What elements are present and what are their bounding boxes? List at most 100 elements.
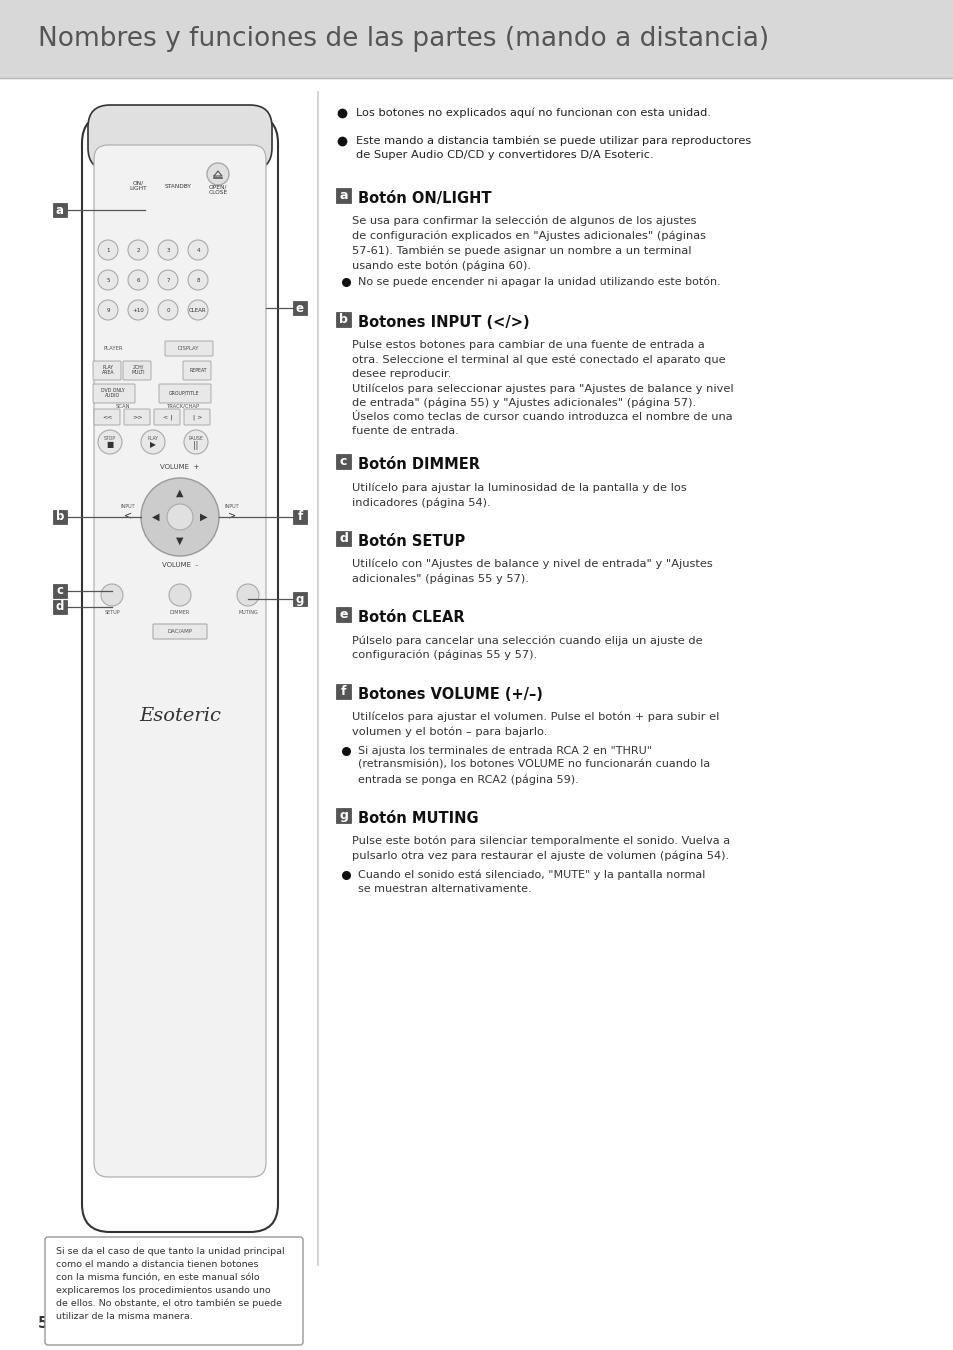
FancyBboxPatch shape bbox=[335, 683, 351, 698]
Text: REPEAT: REPEAT bbox=[189, 367, 207, 373]
FancyBboxPatch shape bbox=[123, 360, 151, 379]
Circle shape bbox=[167, 504, 193, 531]
Circle shape bbox=[158, 270, 178, 290]
Circle shape bbox=[128, 300, 148, 320]
Text: Se usa para confirmar la selección de algunos de los ajustes
de configuración ex: Se usa para confirmar la selección de al… bbox=[352, 216, 705, 271]
Text: Botón DIMMER: Botón DIMMER bbox=[357, 458, 479, 472]
Text: STOP: STOP bbox=[104, 436, 116, 440]
Bar bbox=[0, 0, 953, 78]
Text: c: c bbox=[56, 585, 64, 598]
FancyBboxPatch shape bbox=[335, 455, 351, 470]
FancyBboxPatch shape bbox=[53, 585, 67, 598]
FancyBboxPatch shape bbox=[335, 312, 351, 327]
Circle shape bbox=[184, 431, 208, 454]
Text: ◀: ◀ bbox=[152, 512, 159, 522]
Text: | >: | > bbox=[193, 414, 202, 420]
Text: VOLUME  -: VOLUME - bbox=[162, 562, 198, 568]
Text: Utilícelo para ajustar la luminosidad de la pantalla y de los
indicadores (págin: Utilícelo para ajustar la luminosidad de… bbox=[352, 482, 686, 508]
Text: PLAY
AREA: PLAY AREA bbox=[102, 364, 114, 375]
FancyBboxPatch shape bbox=[92, 360, 121, 379]
Text: GROUP/TITLE: GROUP/TITLE bbox=[169, 390, 199, 396]
FancyBboxPatch shape bbox=[82, 115, 277, 1233]
Text: PLAYER: PLAYER bbox=[103, 346, 123, 351]
FancyBboxPatch shape bbox=[293, 510, 307, 524]
Circle shape bbox=[98, 300, 118, 320]
Text: Cuando el sonido está silenciado, "MUTE" y la pantalla normal
se muestran altern: Cuando el sonido está silenciado, "MUTE"… bbox=[357, 869, 704, 895]
Text: 3: 3 bbox=[166, 247, 170, 252]
Text: Botón CLEAR: Botón CLEAR bbox=[357, 610, 464, 625]
Text: ■: ■ bbox=[107, 440, 113, 450]
Text: Este mando a distancia también se puede utilizar para reproductores
de Super Aud: Este mando a distancia también se puede … bbox=[355, 136, 750, 161]
Text: Pulse estos botones para cambiar de una fuente de entrada a
otra. Seleccione el : Pulse estos botones para cambiar de una … bbox=[352, 340, 733, 436]
Text: DIMMER: DIMMER bbox=[170, 610, 190, 616]
FancyBboxPatch shape bbox=[335, 807, 351, 822]
Text: TRACK/CHAP: TRACK/CHAP bbox=[168, 404, 200, 409]
Circle shape bbox=[188, 270, 208, 290]
Text: No se puede encender ni apagar la unidad utilizando este botón.: No se puede encender ni apagar la unidad… bbox=[357, 277, 720, 288]
Text: INPUT: INPUT bbox=[225, 504, 239, 509]
Circle shape bbox=[101, 585, 123, 606]
Text: 1: 1 bbox=[106, 247, 110, 252]
Text: Púlselo para cancelar una selección cuando elija un ajuste de
configuración (pág: Púlselo para cancelar una selección cuan… bbox=[352, 636, 702, 660]
Text: 8: 8 bbox=[196, 278, 199, 282]
Text: ▶: ▶ bbox=[200, 512, 208, 522]
Text: 0: 0 bbox=[166, 308, 170, 312]
Text: d: d bbox=[338, 532, 348, 545]
Text: 5: 5 bbox=[106, 278, 110, 282]
Text: CLEAR: CLEAR bbox=[189, 308, 207, 312]
FancyBboxPatch shape bbox=[152, 624, 207, 639]
Text: c: c bbox=[339, 455, 347, 468]
Circle shape bbox=[141, 478, 219, 556]
Text: 9: 9 bbox=[106, 308, 110, 312]
FancyBboxPatch shape bbox=[293, 593, 307, 606]
Text: Esoteric: Esoteric bbox=[139, 707, 221, 725]
FancyBboxPatch shape bbox=[53, 599, 67, 614]
Text: 6: 6 bbox=[136, 278, 139, 282]
Text: f: f bbox=[297, 510, 302, 524]
Text: f: f bbox=[340, 684, 346, 698]
Text: 7: 7 bbox=[166, 278, 170, 282]
Text: <<: << bbox=[103, 414, 113, 420]
Circle shape bbox=[158, 300, 178, 320]
Text: >: > bbox=[228, 510, 235, 520]
Text: e: e bbox=[295, 301, 304, 315]
Text: OPEN/
CLOSE: OPEN/ CLOSE bbox=[208, 185, 228, 196]
Text: INPUT: INPUT bbox=[121, 504, 135, 509]
FancyBboxPatch shape bbox=[94, 409, 120, 425]
FancyBboxPatch shape bbox=[53, 510, 67, 524]
Text: g: g bbox=[338, 809, 348, 822]
Text: a: a bbox=[56, 204, 64, 216]
Text: Botones VOLUME (+/–): Botones VOLUME (+/–) bbox=[357, 687, 542, 702]
FancyBboxPatch shape bbox=[335, 608, 351, 622]
FancyBboxPatch shape bbox=[124, 409, 150, 425]
Circle shape bbox=[169, 585, 191, 606]
Text: d: d bbox=[56, 601, 64, 613]
Text: MUTING: MUTING bbox=[238, 610, 257, 616]
Circle shape bbox=[98, 431, 122, 454]
Text: SCAN: SCAN bbox=[115, 404, 131, 409]
Text: Utilícelo con "Ajustes de balance y nivel de entrada" y "Ajustes
adicionales" (p: Utilícelo con "Ajustes de balance y nive… bbox=[352, 559, 712, 585]
Text: e: e bbox=[339, 609, 348, 621]
Circle shape bbox=[188, 240, 208, 261]
Text: +10: +10 bbox=[132, 308, 144, 312]
Text: <: < bbox=[124, 510, 132, 520]
Text: ▶: ▶ bbox=[150, 440, 155, 450]
FancyBboxPatch shape bbox=[153, 409, 180, 425]
Circle shape bbox=[128, 240, 148, 261]
Text: Nombres y funciones de las partes (mando a distancia): Nombres y funciones de las partes (mando… bbox=[38, 26, 768, 53]
Text: a: a bbox=[339, 189, 348, 202]
Text: Utilícelos para ajustar el volumen. Pulse el botón + para subir el
volumen y el : Utilícelos para ajustar el volumen. Puls… bbox=[352, 711, 719, 737]
Text: ▲: ▲ bbox=[176, 487, 184, 498]
Text: Si se da el caso de que tanto la unidad principal
como el mando a distancia tien: Si se da el caso de que tanto la unidad … bbox=[56, 1247, 284, 1322]
Text: Botones INPUT (</>): Botones INPUT (</>) bbox=[357, 315, 529, 329]
Text: 2CH/
MULTI: 2CH/ MULTI bbox=[132, 364, 145, 375]
Text: 4: 4 bbox=[196, 247, 199, 252]
Text: Botón MUTING: Botón MUTING bbox=[357, 810, 478, 826]
Circle shape bbox=[207, 163, 229, 185]
Text: Botón SETUP: Botón SETUP bbox=[357, 533, 465, 549]
Text: ||: || bbox=[193, 440, 198, 450]
Text: DAC/AMP: DAC/AMP bbox=[168, 629, 193, 633]
FancyBboxPatch shape bbox=[335, 188, 351, 202]
Text: PLAY: PLAY bbox=[148, 436, 158, 440]
Text: 52: 52 bbox=[38, 1316, 59, 1331]
